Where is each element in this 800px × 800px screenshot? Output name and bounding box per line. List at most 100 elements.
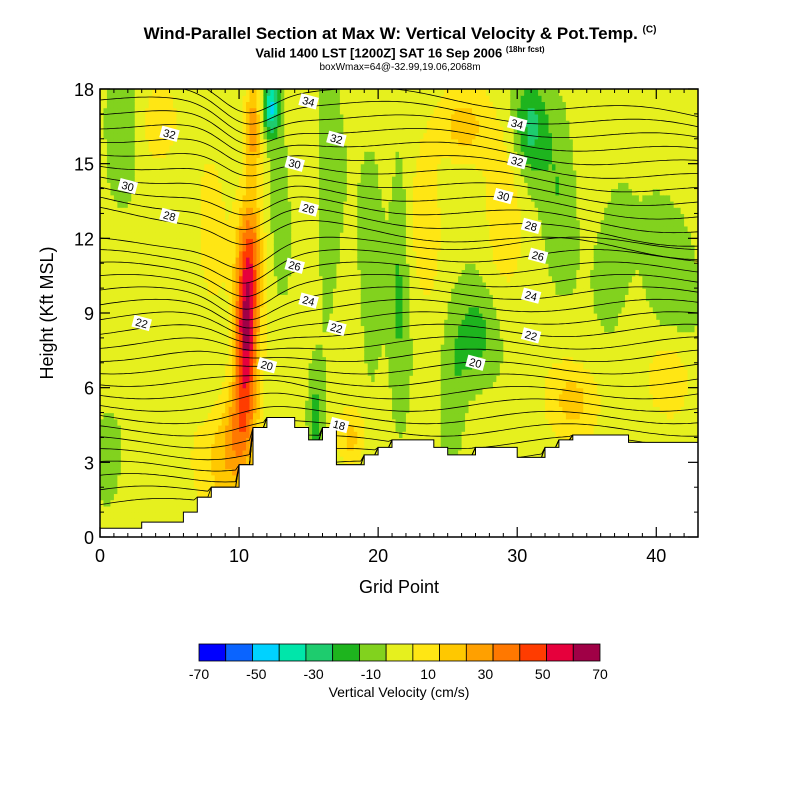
w-cell [207, 263, 212, 271]
w-cell [291, 412, 296, 420]
w-cell [131, 194, 136, 202]
w-cell [256, 418, 261, 426]
w-cell [186, 188, 191, 196]
w-cell [225, 263, 230, 271]
w-cell [127, 400, 132, 407]
w-cell [301, 238, 306, 246]
w-cell [301, 194, 306, 202]
w-cell [242, 250, 247, 258]
w-cell [176, 474, 181, 482]
w-cell [173, 182, 178, 190]
w-cell [190, 281, 195, 289]
w-cell [127, 126, 132, 134]
w-cell [183, 400, 188, 407]
w-cell [266, 257, 271, 264]
w-cell [183, 319, 188, 327]
w-cell [277, 95, 282, 103]
w-cell [155, 468, 160, 476]
w-cell [246, 188, 251, 196]
w-cell [252, 132, 258, 140]
w-cell [336, 169, 341, 177]
w-cell [246, 369, 251, 376]
w-cell [186, 107, 191, 115]
w-cell [214, 263, 219, 271]
w-cell [190, 331, 195, 339]
w-cell [259, 120, 265, 127]
w-cell [110, 169, 115, 177]
w-cell [249, 257, 254, 264]
w-cell [322, 294, 327, 302]
w-cell [280, 400, 285, 407]
w-cell [106, 300, 112, 308]
w-cell [308, 275, 313, 283]
w-cell [162, 269, 167, 277]
w-cell [186, 499, 191, 507]
w-cell [273, 151, 278, 159]
w-cell [256, 406, 261, 414]
w-cell [176, 232, 181, 239]
w-cell [315, 313, 320, 320]
w-cell [176, 369, 181, 376]
w-cell [228, 381, 233, 389]
w-cell [162, 487, 167, 495]
w-cell [127, 456, 132, 463]
w-cell [259, 238, 265, 246]
w-cell [117, 157, 122, 165]
w-cell [204, 250, 209, 258]
w-cell [117, 201, 122, 208]
w-cell [197, 188, 202, 196]
w-cell [159, 505, 164, 513]
w-cell [291, 300, 296, 308]
w-cell [235, 257, 240, 264]
w-cell [339, 369, 344, 376]
w-cell [166, 294, 171, 302]
w-cell [117, 113, 122, 121]
w-cell [339, 456, 344, 463]
w-cell [270, 331, 275, 339]
w-cell [179, 126, 185, 134]
w-cell [298, 375, 303, 383]
w-cell [113, 356, 118, 364]
w-cell [141, 163, 146, 171]
w-cell [287, 393, 292, 401]
w-cell [249, 263, 254, 271]
w-cell [277, 138, 282, 146]
w-cell [152, 294, 157, 302]
w-cell [103, 325, 108, 333]
w-cell [186, 269, 191, 277]
w-cell [242, 113, 247, 121]
w-cell [249, 281, 254, 289]
w-cell [186, 449, 191, 457]
w-cell [232, 331, 237, 339]
w-cell [162, 512, 167, 519]
w-cell [169, 337, 174, 345]
w-cell [242, 319, 247, 327]
w-cell [113, 487, 118, 495]
w-cell [298, 232, 303, 239]
w-cell [242, 138, 247, 146]
w-cell [169, 294, 174, 302]
w-cell [218, 163, 223, 171]
w-cell [332, 356, 338, 364]
w-cell [148, 344, 153, 351]
w-cell [197, 288, 202, 295]
w-cell [173, 151, 178, 159]
w-cell [242, 418, 247, 426]
w-cell [186, 456, 191, 463]
w-cell [176, 313, 181, 320]
w-cell [277, 182, 282, 190]
w-cell [176, 375, 181, 383]
w-cell [225, 400, 230, 407]
w-cell [197, 337, 202, 345]
w-cell [315, 431, 320, 439]
w-cell [162, 194, 167, 202]
w-cell [200, 113, 205, 121]
w-cell [207, 350, 212, 358]
w-cell [336, 331, 341, 339]
w-cell [145, 219, 150, 227]
w-cell [305, 244, 310, 252]
w-cell [280, 288, 285, 295]
w-cell [287, 101, 292, 109]
w-cell [211, 344, 216, 351]
w-cell [110, 238, 115, 246]
